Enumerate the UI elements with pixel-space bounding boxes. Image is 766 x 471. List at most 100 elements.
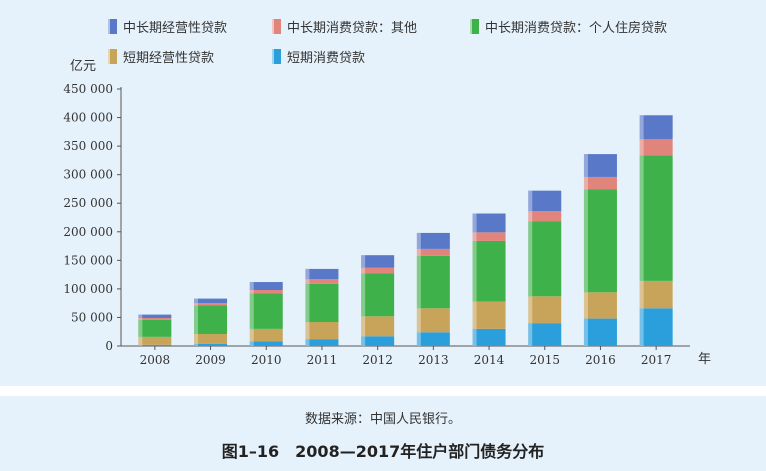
bar-highlight bbox=[361, 273, 366, 317]
bar-highlight bbox=[249, 293, 254, 329]
bar-segment bbox=[138, 314, 172, 319]
bar-highlight bbox=[361, 316, 366, 337]
bar-fill bbox=[472, 240, 506, 302]
bar-fill bbox=[249, 341, 283, 346]
bar-segment bbox=[249, 282, 283, 291]
bar-highlight bbox=[416, 332, 421, 346]
bar-fill bbox=[361, 316, 395, 337]
legend-item: 中长期经营性贷款 bbox=[108, 17, 227, 36]
bar-highlight bbox=[416, 308, 421, 333]
bar-segment bbox=[138, 318, 172, 320]
legend-item: 中长期消费贷款：个人住房贷款 bbox=[470, 17, 667, 36]
bar-highlight bbox=[528, 221, 533, 297]
bar-fill bbox=[472, 301, 506, 329]
bar-segment bbox=[305, 283, 339, 323]
bar-fill bbox=[528, 211, 562, 222]
bar-fill bbox=[528, 190, 562, 212]
bar-fill bbox=[639, 155, 673, 281]
bar-highlight bbox=[528, 296, 533, 324]
y-tick-label: 200 000 bbox=[63, 225, 113, 239]
bar-segment bbox=[639, 280, 673, 309]
bar-segment bbox=[361, 316, 395, 337]
chart-bars bbox=[138, 115, 673, 346]
bar-fill bbox=[416, 232, 450, 249]
bar-highlight bbox=[472, 213, 477, 233]
bar-segment bbox=[472, 213, 506, 233]
x-tick-label: 2010 bbox=[251, 353, 282, 367]
bar-segment bbox=[249, 328, 283, 342]
bar-segment bbox=[138, 336, 172, 345]
bar-fill bbox=[472, 328, 506, 346]
bar-fill bbox=[194, 334, 228, 344]
bar-segment bbox=[416, 255, 450, 309]
bar-segment bbox=[583, 189, 617, 293]
bar-fill bbox=[249, 282, 283, 291]
bar-fill bbox=[361, 255, 395, 268]
bar-segment bbox=[583, 176, 617, 190]
bar-highlight bbox=[583, 318, 588, 346]
bar-highlight bbox=[583, 292, 588, 319]
bar-segment bbox=[305, 339, 339, 346]
bar-highlight bbox=[194, 305, 199, 335]
bar-fill bbox=[416, 308, 450, 333]
bar-fill bbox=[583, 154, 617, 177]
bar-fill bbox=[472, 213, 506, 233]
legend-label: 短期消费贷款 bbox=[287, 51, 366, 66]
bar-highlight bbox=[249, 290, 254, 294]
bar-highlight bbox=[639, 280, 644, 309]
bar-highlight bbox=[194, 298, 199, 304]
bar-highlight bbox=[639, 115, 644, 140]
bar-fill bbox=[194, 305, 228, 335]
bar-highlight bbox=[138, 344, 143, 346]
bar-highlight bbox=[416, 248, 421, 256]
bar-segment bbox=[138, 319, 172, 337]
bar-fill bbox=[416, 248, 450, 256]
bar-fill bbox=[639, 280, 673, 309]
bar-segment bbox=[194, 298, 228, 304]
bar-segment bbox=[305, 322, 339, 340]
bar-highlight bbox=[305, 279, 310, 284]
bar-segment bbox=[528, 221, 562, 297]
bar-segment bbox=[416, 308, 450, 333]
bar-highlight bbox=[472, 301, 477, 329]
bar-segment bbox=[194, 343, 228, 346]
bar-fill bbox=[305, 283, 339, 323]
bar-fill bbox=[138, 318, 172, 320]
bar-highlight bbox=[361, 255, 366, 268]
chart-legend: 中长期经营性贷款 中长期消费贷款：其他 中长期消费贷款：个人住房贷款 短期经营性… bbox=[0, 0, 766, 80]
y-tick-label: 350 000 bbox=[63, 139, 113, 153]
bar-segment bbox=[194, 334, 228, 344]
bar-highlight bbox=[138, 318, 143, 320]
bar-fill bbox=[305, 268, 339, 280]
bar-fill bbox=[639, 139, 673, 156]
y-tick-label: 400 000 bbox=[63, 111, 113, 125]
bar-highlight bbox=[249, 328, 254, 342]
bar-segment bbox=[361, 255, 395, 268]
chart-panel: 中长期经营性贷款 中长期消费贷款：其他 中长期消费贷款：个人住房贷款 短期经营性… bbox=[0, 0, 766, 386]
bar-segment bbox=[583, 292, 617, 319]
bar-highlight bbox=[416, 255, 421, 309]
y-tick-label: 450 000 bbox=[63, 82, 113, 96]
bar-highlight bbox=[138, 314, 143, 319]
bar-fill bbox=[528, 221, 562, 297]
bar-fill bbox=[528, 323, 562, 346]
bar-segment bbox=[639, 139, 673, 156]
bar-highlight bbox=[194, 303, 199, 306]
bar-highlight bbox=[305, 322, 310, 340]
bar-highlight bbox=[361, 336, 366, 346]
bar-segment bbox=[639, 115, 673, 140]
bar-fill bbox=[639, 115, 673, 140]
bar-highlight bbox=[194, 343, 199, 346]
bar-highlight bbox=[528, 323, 533, 346]
x-tick-label: 2012 bbox=[362, 353, 393, 367]
bar-highlight bbox=[305, 283, 310, 323]
bar-segment bbox=[472, 232, 506, 241]
caption-panel: 数据来源：中国人民银行。 图1–16 2008—2017年住户部门债务分布 bbox=[0, 396, 766, 471]
bar-segment bbox=[249, 293, 283, 329]
y-tick-label: 300 000 bbox=[63, 168, 113, 182]
bar-segment bbox=[361, 273, 395, 317]
x-tick-label: 2009 bbox=[195, 353, 226, 367]
bar-fill bbox=[249, 328, 283, 342]
bar-highlight bbox=[472, 240, 477, 302]
bar-segment bbox=[416, 232, 450, 249]
